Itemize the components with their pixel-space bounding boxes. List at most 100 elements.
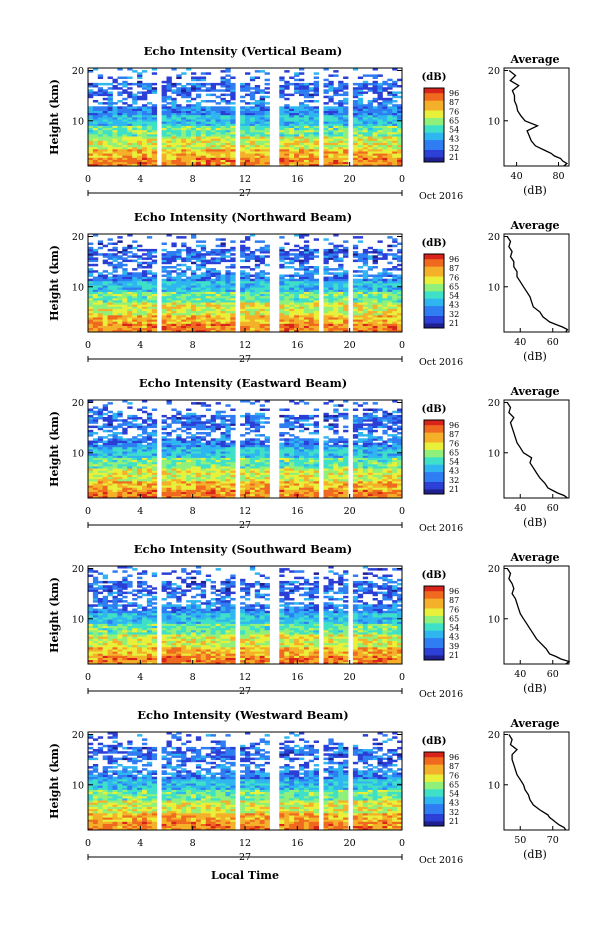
heatmap-cell xyxy=(357,300,364,303)
heatmap-cell xyxy=(151,248,158,252)
heatmap-cell xyxy=(392,82,398,86)
heatmap-cell xyxy=(220,317,226,320)
heatmap-cell xyxy=(338,248,344,252)
heatmap-cell xyxy=(107,285,113,288)
heatmap-cell xyxy=(166,493,172,497)
heatmap-cell xyxy=(200,72,207,75)
heatmap-cell xyxy=(102,136,108,139)
heatmap-cell xyxy=(102,489,108,492)
heatmap-cell xyxy=(367,104,373,107)
heatmap-cell xyxy=(382,149,388,152)
heatmap-cell xyxy=(333,285,339,288)
heatmap-cell xyxy=(279,321,285,324)
heatmap-cell xyxy=(200,114,207,118)
heatmap-cell xyxy=(303,125,310,128)
heatmap-cell xyxy=(88,440,94,443)
heatmap-cell xyxy=(343,82,349,86)
heatmap-cell xyxy=(303,278,310,282)
heatmap-cell xyxy=(127,315,133,318)
heatmap-cell xyxy=(146,321,153,324)
heatmap-cell xyxy=(303,248,310,252)
heatmap-cell xyxy=(328,89,334,92)
heatmap-cell xyxy=(377,123,383,126)
heatmap-cell xyxy=(264,78,270,82)
heatmap-cell xyxy=(245,327,251,331)
heatmap-cell xyxy=(181,493,187,497)
heatmap-cell xyxy=(181,125,187,128)
heatmap-cell xyxy=(254,76,261,79)
heatmap-cell xyxy=(308,110,315,114)
heatmap-cell xyxy=(254,117,261,120)
heatmap-cell xyxy=(215,285,221,288)
heatmap-cell xyxy=(171,419,177,422)
heatmap-cell xyxy=(191,272,197,275)
heatmap-cell xyxy=(146,308,153,312)
heatmap-cell xyxy=(112,472,118,475)
heatmap-cell xyxy=(88,117,94,120)
heatmap-cell xyxy=(279,155,285,158)
heatmap-cell xyxy=(279,153,285,156)
chart-title: Echo Intensity (Eastward Beam) xyxy=(139,376,347,390)
heatmap-cell xyxy=(323,138,329,141)
heatmap-cell xyxy=(397,125,403,128)
heatmap-cell xyxy=(254,104,261,107)
heatmap-cell xyxy=(112,457,118,460)
heatmap-cell xyxy=(249,125,256,128)
heatmap-cell xyxy=(195,323,202,326)
heatmap-cell xyxy=(372,108,378,111)
heatmap-cell xyxy=(107,289,113,292)
heatmap-cell xyxy=(264,321,270,324)
heatmap-cell xyxy=(171,312,177,316)
heatmap-cell xyxy=(176,419,182,422)
heatmap-cell xyxy=(377,125,383,128)
heatmap-cell xyxy=(230,142,236,146)
heatmap-cell xyxy=(171,121,177,124)
heatmap-cell xyxy=(176,263,182,267)
heatmap-cell xyxy=(264,319,270,322)
heatmap-cell xyxy=(107,310,113,314)
heatmap-cell xyxy=(205,325,212,329)
heatmap-cell xyxy=(215,302,221,305)
heatmap-cell xyxy=(146,276,153,280)
heatmap-cell xyxy=(102,300,108,303)
heatmap-cell xyxy=(303,297,310,301)
heatmap-cell xyxy=(367,144,373,148)
heatmap-cell xyxy=(146,125,153,128)
heatmap-cell xyxy=(166,438,172,441)
heatmap-cell xyxy=(88,489,94,492)
heatmap-cell xyxy=(102,244,108,248)
heatmap-cell xyxy=(294,87,300,90)
heatmap-cell xyxy=(117,489,123,492)
heatmap-cell xyxy=(387,108,393,111)
heatmap-cell xyxy=(225,323,231,326)
heatmap-cell xyxy=(303,266,310,269)
heatmap-cell xyxy=(240,127,246,131)
heatmap-cell xyxy=(343,255,349,258)
heatmap-cell xyxy=(107,95,113,99)
heatmap-cell xyxy=(343,161,349,165)
heatmap-cell xyxy=(210,319,216,322)
heatmap-cell xyxy=(225,144,231,148)
heatmap-cell xyxy=(186,129,192,133)
heatmap-cell xyxy=(97,451,104,454)
heatmap-cell xyxy=(279,127,285,131)
heatmap-cell xyxy=(313,82,319,86)
heatmap-cell xyxy=(259,131,265,135)
heatmap-cell xyxy=(313,308,319,312)
colorbar-tick-label: 43 xyxy=(449,301,459,310)
heatmap-cell xyxy=(97,470,104,473)
heatmap-cell xyxy=(92,472,99,475)
heatmap-cell xyxy=(343,131,349,135)
heatmap-cell xyxy=(146,455,153,458)
heatmap-cell xyxy=(284,123,290,126)
heatmap-cell xyxy=(142,427,148,431)
heatmap-cell xyxy=(161,312,167,316)
heatmap-cell xyxy=(200,149,207,152)
heatmap-cell xyxy=(151,272,158,275)
heatmap-cell xyxy=(181,440,187,443)
heatmap-cell xyxy=(328,138,334,141)
heatmap-cell xyxy=(117,487,123,490)
heatmap-cell xyxy=(205,274,212,277)
heatmap-cell xyxy=(176,129,182,133)
heatmap-cell xyxy=(107,321,113,324)
